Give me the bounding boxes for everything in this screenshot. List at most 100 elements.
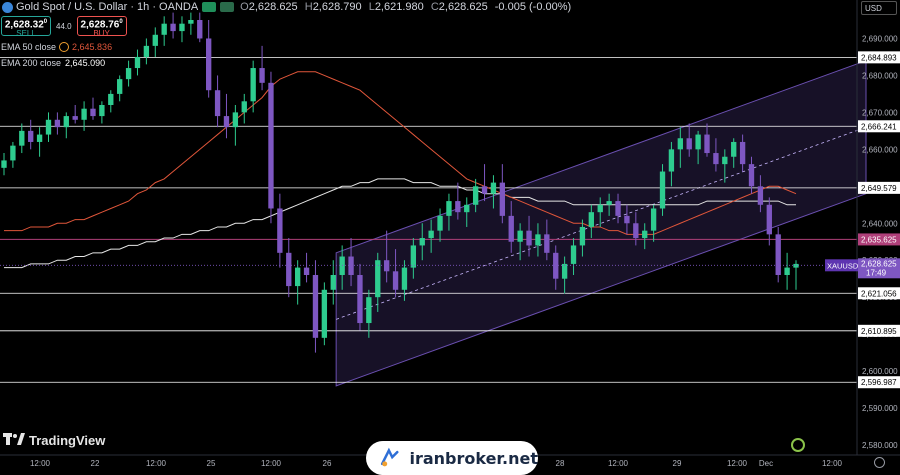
close-value: 2,628.625 <box>438 1 488 13</box>
level-label-3: 2,635.625 <box>861 235 897 244</box>
y-tick-label: 2,580.000 <box>862 441 898 450</box>
candle-body <box>223 116 230 128</box>
candle-body <box>375 260 381 298</box>
y-tick-label: 2,640.000 <box>862 219 898 228</box>
candle-body <box>517 230 523 242</box>
buy-button[interactable]: 2,628.760 BUY <box>76 16 127 38</box>
candle-body <box>134 56 141 69</box>
y-tick-label: 2,660.000 <box>862 145 898 154</box>
candle-body <box>383 260 390 272</box>
ema50-legend[interactable]: EMA 50 close 2,645.836 <box>1 42 112 52</box>
level-label-box-5 <box>858 324 900 337</box>
level-label-box-6 <box>858 376 900 389</box>
auto-scale-icon[interactable] <box>791 438 805 452</box>
candle-body <box>366 297 372 324</box>
spread-value: 44.0 <box>56 21 72 31</box>
candle-body <box>117 79 123 94</box>
candle-body <box>419 238 425 246</box>
x-tick-label: 12:00 <box>727 459 748 468</box>
countdown-label: 17:49 <box>866 268 887 277</box>
candle-body <box>277 208 283 253</box>
candle-body <box>713 153 719 165</box>
candle-body <box>642 230 648 239</box>
candle-body <box>561 263 568 279</box>
candle-body <box>695 134 701 150</box>
candle-body <box>321 289 328 338</box>
candle-body <box>125 68 132 80</box>
ema200-label: EMA 200 close <box>1 58 62 68</box>
candle-body <box>179 23 185 32</box>
candle-body <box>615 201 621 216</box>
symbol-tag: XAUUSD <box>827 261 859 270</box>
x-tick-label: 25 <box>207 459 216 468</box>
candle-body <box>72 116 78 120</box>
ema50-line <box>4 71 797 235</box>
current-price-label: 2,628.625 <box>861 259 897 268</box>
candle-body <box>757 186 764 205</box>
candle-body <box>686 138 692 150</box>
level-label-4: 2,621.056 <box>861 289 897 298</box>
market-status-icon[interactable] <box>202 2 217 12</box>
high-value: 2,628.790 <box>312 1 362 13</box>
candle-body <box>45 119 52 135</box>
y-tick-label: 2,670.000 <box>862 108 898 117</box>
candle-body <box>294 267 301 287</box>
candle-body <box>588 212 594 227</box>
candle-body <box>54 119 61 128</box>
candle-body <box>19 130 25 146</box>
symbol-header: Gold Spot / U.S. Dollar · 1h · OANDA O2,… <box>0 0 575 14</box>
candle-body <box>197 20 203 39</box>
candle-body <box>161 23 167 35</box>
candle-body <box>704 134 710 154</box>
candle-body <box>410 245 417 268</box>
level-label-box-3 <box>858 233 900 246</box>
chart-settings-icon[interactable] <box>874 457 885 468</box>
level-label-box-0 <box>858 51 900 64</box>
x-tick-label: 29 <box>673 459 682 468</box>
candle-body <box>775 234 781 275</box>
gold-symbol-icon <box>2 1 13 13</box>
candle-body <box>143 45 150 57</box>
wave-indicator-icon[interactable] <box>220 2 235 12</box>
x-tick-label: 12:00 <box>261 459 282 468</box>
ema50-label: EMA 50 close <box>1 42 57 52</box>
candle-body <box>241 101 247 113</box>
symbol-tag-box <box>825 259 858 272</box>
candle-body <box>766 204 772 235</box>
change-value: -0.005 (-0.00%) <box>494 1 572 13</box>
candle-body <box>63 116 69 128</box>
ema200-value: 2,645.090 <box>65 58 106 68</box>
tradingview-logo[interactable]: TradingView <box>3 433 105 448</box>
candle-body <box>188 20 194 24</box>
level-label-2: 2,649.579 <box>861 184 897 193</box>
symbol-title: Gold Spot / U.S. Dollar · 1h · OANDA <box>16 1 199 13</box>
ema50-value: 2,645.836 <box>72 42 113 52</box>
ema50-settings-icon[interactable] <box>59 42 70 52</box>
trade-panel: 2,628.320 SELL 44.0 2,628.760 BUY <box>1 16 127 38</box>
candle-body <box>606 201 612 205</box>
candle-body <box>90 108 96 117</box>
candle-body <box>206 38 212 91</box>
candle-body <box>152 34 158 46</box>
candle-body <box>259 68 265 83</box>
candle-body <box>330 275 336 290</box>
level-label-box-1 <box>858 120 900 133</box>
x-tick-label: 12:00 <box>822 459 843 468</box>
candle-body <box>303 267 310 275</box>
candle-body <box>722 156 728 165</box>
candle-body <box>659 171 666 209</box>
candle-body <box>544 234 550 253</box>
candle-body <box>481 186 488 194</box>
candle-body <box>526 230 532 246</box>
x-tick-label: 28 <box>556 459 565 468</box>
currency-selector[interactable]: USD <box>861 1 897 15</box>
candle-body <box>748 164 755 187</box>
sell-button[interactable]: 2,628.320 SELL <box>1 16 51 38</box>
y-tick-label: 2,690.000 <box>862 34 898 43</box>
ema200-legend[interactable]: EMA 200 close 2,645.090 <box>1 58 105 68</box>
candle-body <box>624 215 630 224</box>
y-tick-label: 2,600.000 <box>862 367 898 376</box>
level-label-5: 2,610.895 <box>861 327 897 336</box>
candle-body <box>490 182 497 194</box>
